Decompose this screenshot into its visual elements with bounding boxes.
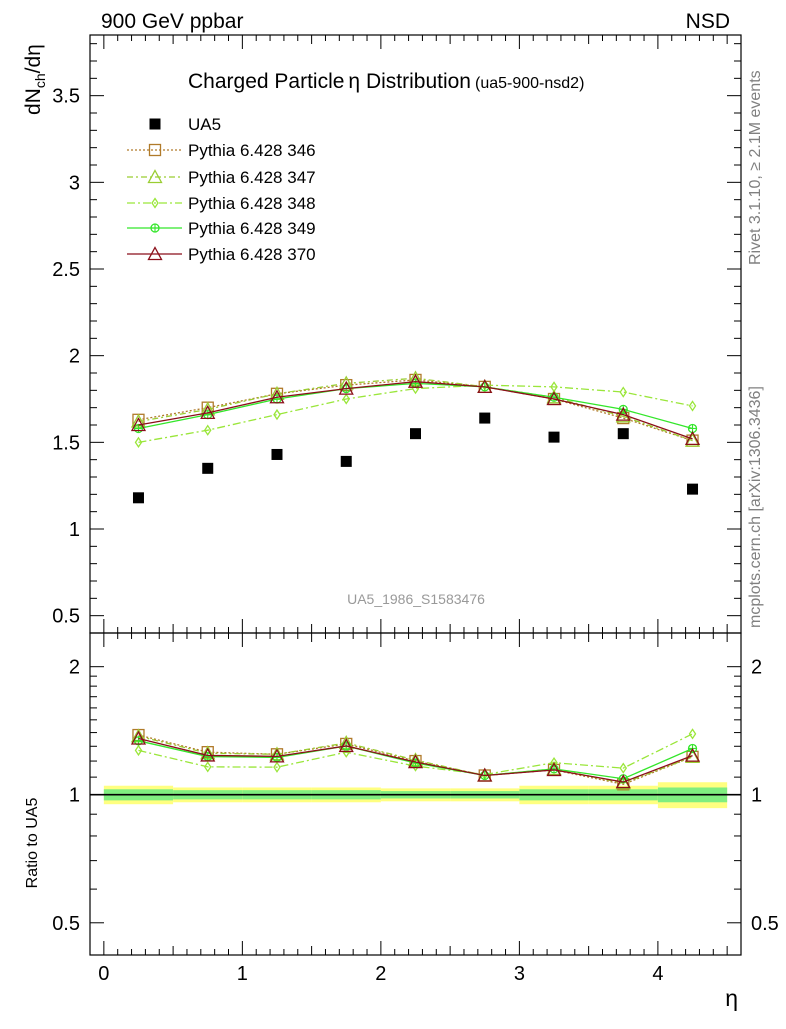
series-line-2 <box>138 384 693 443</box>
x-tick-label: 0 <box>98 963 109 985</box>
series-point-2 <box>342 393 351 405</box>
ratio-y-tick-label: 0.5 <box>751 913 779 935</box>
y-axis-label: dNch/dη <box>22 44 48 115</box>
ratio-y-tick-label: 1 <box>751 785 762 807</box>
legend-marker-data <box>149 118 161 130</box>
series-point-4 <box>200 405 216 420</box>
ratio-point-2 <box>342 746 351 758</box>
series-line-4 <box>138 381 693 440</box>
ratio-point-2 <box>411 760 420 772</box>
series-point-4 <box>615 406 631 421</box>
series-point-4 <box>269 389 285 404</box>
series-point-4 <box>684 431 701 446</box>
data-point <box>202 462 214 474</box>
series-point-4 <box>546 391 562 406</box>
data-point <box>548 431 560 443</box>
title-sub: (ua5-900-nsd2) <box>475 75 584 92</box>
ratio-point-2 <box>688 728 697 740</box>
legend-label-2: Pythia 6.428 348 <box>188 194 316 213</box>
series-point-1 <box>684 432 701 447</box>
legend-marker-1 <box>147 169 163 184</box>
mcplots-label: mcplots.cern.ch [arXiv:1306.3436] <box>747 386 764 628</box>
ratio-y-label: Ratio to UA5 <box>24 798 41 889</box>
ratio-point-4 <box>407 754 424 769</box>
y-tick-label: 2 <box>69 346 80 368</box>
x-tick-label: 1 <box>237 963 248 985</box>
series-point-2 <box>619 386 628 398</box>
ratio-point-4 <box>615 774 631 789</box>
legend-marker-3 <box>150 223 160 233</box>
title-main: Charged Particle <box>188 70 344 93</box>
data-point <box>340 455 352 467</box>
series-point-2 <box>134 436 143 449</box>
ratio-point-4 <box>200 747 216 762</box>
series-point-4 <box>338 380 354 395</box>
series-point-2 <box>688 400 697 412</box>
ratio-point-4 <box>130 730 147 745</box>
series-line-1 <box>138 377 693 442</box>
title-rest: Distribution <box>360 70 471 93</box>
rivet-label: Rivet 3.1.10, ≥ 2.1M events <box>747 70 764 265</box>
header-left: 900 GeV ppbar <box>101 10 243 33</box>
ratio-point-2 <box>134 744 143 757</box>
series-point-2 <box>273 408 281 421</box>
x-tick-label: 3 <box>514 963 525 985</box>
ratio-y-tick-label: 2 <box>69 657 80 679</box>
y-label-sub: ch <box>32 73 48 88</box>
y-tick-label: 1 <box>69 519 80 541</box>
legend-label-4: Pythia 6.428 370 <box>188 245 316 264</box>
ratio-y-tick-label: 2 <box>751 657 762 679</box>
legend: UA5 Pythia 6.428 346 Pythia 6.428 347 Pythi… <box>127 115 316 264</box>
ratio-y-tick-label: 0.5 <box>52 913 80 935</box>
header-right: NSD <box>686 10 730 33</box>
ratio-point-2 <box>203 761 212 773</box>
data-point <box>271 448 283 460</box>
x-tick-label: 4 <box>652 963 663 985</box>
analysis-watermark: UA5_1986_S1583476 <box>347 591 485 607</box>
data-point <box>132 492 144 504</box>
ratio-frame <box>89 632 742 956</box>
legend-label-3: Pythia 6.428 349 <box>188 219 316 238</box>
legend-label-1: Pythia 6.428 347 <box>188 168 316 187</box>
data-point <box>479 412 491 424</box>
ratio-point-2 <box>273 761 281 773</box>
y-tick-label: 1.5 <box>52 432 80 454</box>
ratio-point-2 <box>619 762 628 774</box>
y-label-rest: /dη <box>22 44 45 73</box>
ratio-line-4 <box>138 737 693 783</box>
data-point <box>617 428 629 440</box>
x-tick-label: 2 <box>375 963 386 985</box>
x-axis-label: η <box>725 985 738 1011</box>
legend-label-data: UA5 <box>188 115 221 134</box>
ratio-point-3 <box>133 736 144 746</box>
legend-marker-0 <box>148 143 162 157</box>
series-point-4 <box>407 373 424 388</box>
data-point <box>687 483 699 495</box>
y-tick-label: 3 <box>69 172 80 194</box>
ratio-point-4 <box>684 747 701 762</box>
y-tick-label: 0.5 <box>52 606 80 628</box>
ratio-point-4 <box>338 738 354 753</box>
title-eta: η <box>348 70 360 93</box>
y-label-main: dN <box>22 88 45 115</box>
ratio-point-4 <box>546 762 562 777</box>
ratio-point-4 <box>269 748 285 763</box>
main-panel: 0 1 2 3 4 0.5 1 1.5 2 2.5 3 3.5 <box>52 34 742 985</box>
ratio-point-4 <box>477 767 493 782</box>
y-tick-label: 3.5 <box>52 86 80 108</box>
legend-marker-4 <box>147 246 163 261</box>
series-point-4 <box>130 417 147 432</box>
series-point-3 <box>133 423 144 434</box>
series-point-2 <box>203 424 212 436</box>
ratio-line-2 <box>138 733 693 776</box>
legend-marker-2 <box>151 197 159 209</box>
y-tick-label: 2.5 <box>52 259 80 281</box>
chart-title: Charged Particle η Distribution (ua5-900-n… <box>188 70 584 93</box>
series-point-4 <box>477 379 493 394</box>
data-point <box>410 428 421 440</box>
ratio-y-tick-label: 1 <box>69 785 80 807</box>
legend-label-0: Pythia 6.428 346 <box>188 141 316 160</box>
ratio-panel: 0.5 0.5 1 1 2 2 <box>52 632 779 956</box>
